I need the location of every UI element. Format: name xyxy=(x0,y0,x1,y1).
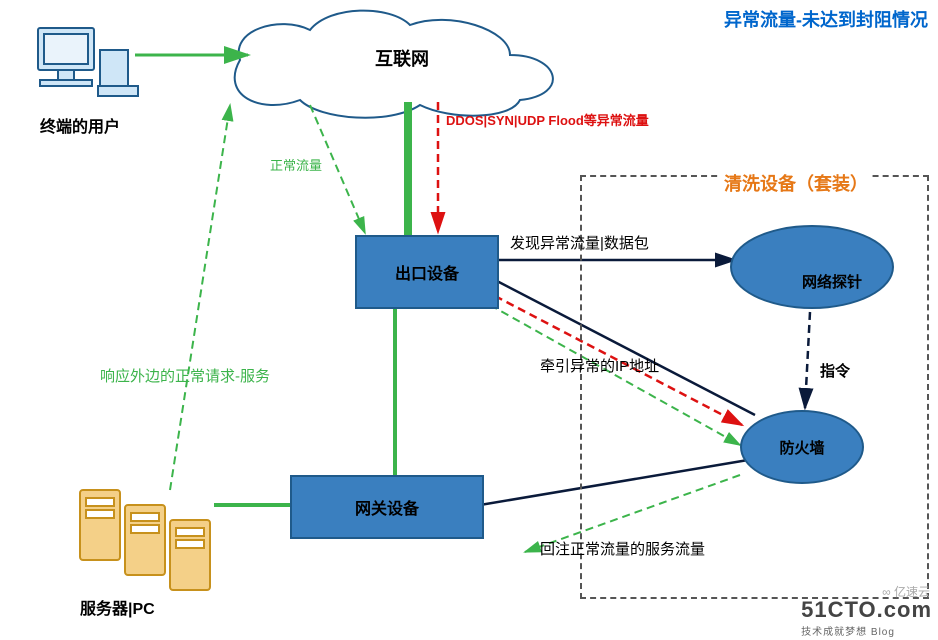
gateway-label: 网关设备 xyxy=(355,495,419,519)
cto-watermark: 51CTO.com 技术成就梦想 Blog xyxy=(801,597,932,638)
gateway-box: 网关设备 xyxy=(290,475,484,539)
probe-ellipse: 网络探针 xyxy=(730,225,894,309)
servers-icon xyxy=(80,490,210,590)
diagram-title: 异常流量-未达到封阻情况 xyxy=(724,6,928,32)
edge-response xyxy=(170,105,230,490)
find-abnormal-label: 发现异常流量|数据包 xyxy=(510,232,649,253)
ddos-label: DDOS|SYN|UDP Flood等异常流量 xyxy=(446,110,649,129)
terminal-icon xyxy=(38,28,138,96)
firewall-label: 防火墙 xyxy=(779,437,824,458)
instruct-label: 指令 xyxy=(820,360,850,381)
normal-flow-label: 正常流量 xyxy=(270,155,322,174)
firewall-ellipse: 防火墙 xyxy=(740,410,864,484)
pull-ip-label: 牵引异常的IP地址 xyxy=(540,355,659,376)
response-label: 响应外边的正常请求-服务 xyxy=(100,365,270,386)
probe-label: 网络探针 xyxy=(802,271,862,292)
terminal-label: 终端的用户 xyxy=(40,113,120,137)
reinject-label: 回注正常流量的服务流量 xyxy=(540,538,705,559)
internet-label: 互联网 xyxy=(375,45,429,71)
cleaning-group-label: 清洗设备（套装） xyxy=(720,170,872,196)
egress-label: 出口设备 xyxy=(395,260,459,284)
egress-box: 出口设备 xyxy=(355,235,499,309)
servers-label: 服务器|PC xyxy=(80,595,155,619)
